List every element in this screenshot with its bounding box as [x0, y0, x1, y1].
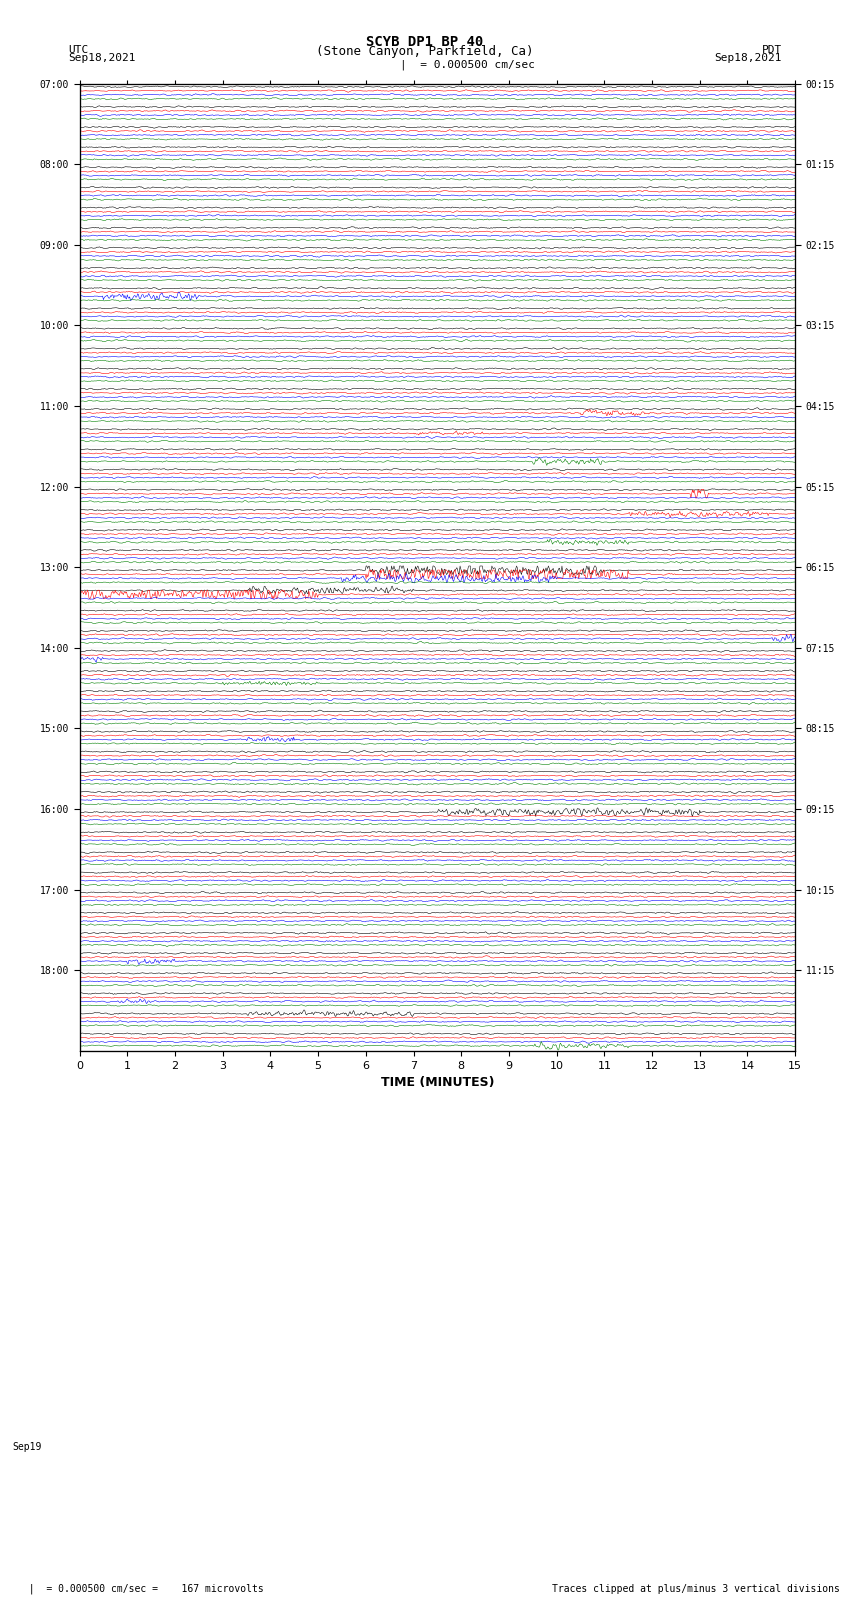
Text: PDT: PDT — [762, 45, 782, 55]
Text: Traces clipped at plus/minus 3 vertical divisions: Traces clipped at plus/minus 3 vertical … — [552, 1584, 841, 1594]
Text: |  = 0.000500 cm/sec =    167 microvolts: | = 0.000500 cm/sec = 167 microvolts — [17, 1582, 264, 1594]
Text: Sep18,2021: Sep18,2021 — [68, 53, 135, 63]
Text: Sep19: Sep19 — [12, 1442, 42, 1452]
Text: (Stone Canyon, Parkfield, Ca): (Stone Canyon, Parkfield, Ca) — [316, 45, 534, 58]
Text: |  = 0.000500 cm/sec: | = 0.000500 cm/sec — [400, 60, 535, 71]
Text: SCYB DP1 BP 40: SCYB DP1 BP 40 — [366, 35, 484, 50]
Text: UTC: UTC — [68, 45, 88, 55]
Text: Sep18,2021: Sep18,2021 — [715, 53, 782, 63]
X-axis label: TIME (MINUTES): TIME (MINUTES) — [381, 1076, 494, 1089]
